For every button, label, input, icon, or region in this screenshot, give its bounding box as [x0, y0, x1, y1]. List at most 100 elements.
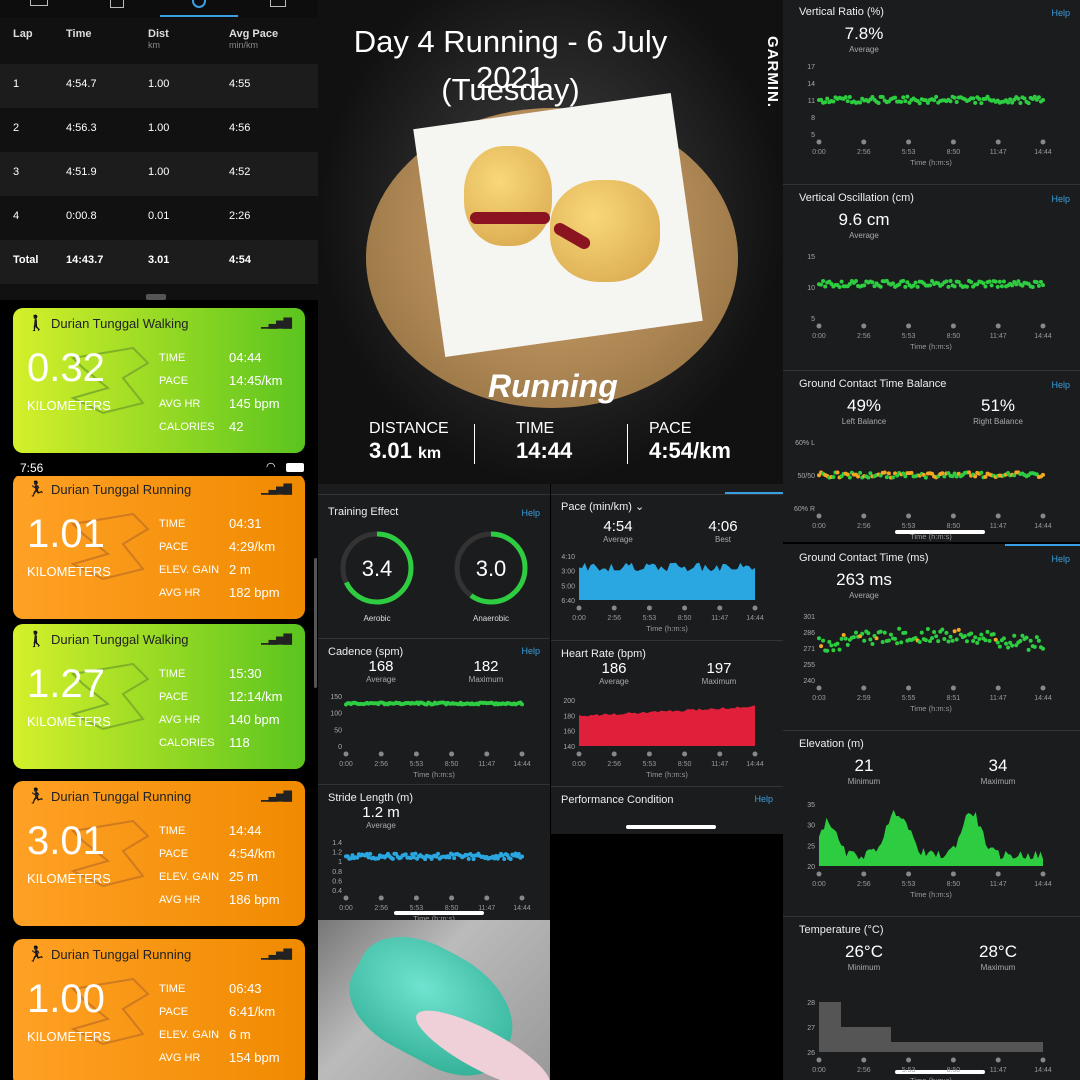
garmin-logo: GARMIN. [764, 36, 781, 108]
cadence-max-label: Maximum [468, 675, 504, 684]
walking-person-icon: 🚶 [27, 315, 46, 332]
help-link[interactable]: Help [1051, 380, 1070, 390]
route-path [70, 662, 150, 731]
stats-tab-icon[interactable] [110, 0, 124, 8]
data-point [348, 856, 353, 861]
x-tick-dot [646, 751, 652, 757]
laps-header-row: Lap Time Dist km Avg Pace min/km [0, 28, 318, 64]
data-point [895, 641, 900, 646]
left-balance: 49% [846, 396, 882, 415]
x-tick-label: 14:44 [746, 761, 764, 768]
chevron-down-icon[interactable]: ⌄ [634, 501, 645, 513]
data-point [999, 284, 1004, 289]
y-tick-label: 160 [563, 729, 575, 736]
stat-label: PACE [159, 375, 189, 387]
bar-chart-icon[interactable]: ▁▃▅▇ [261, 790, 292, 802]
card-title: Durian Tunggal Running [51, 789, 192, 804]
laps-table: Lap Time Dist km Avg Pace min/km 1 4:54.7 1.… [0, 0, 318, 300]
x-tick-label: 11:47 [711, 615, 728, 622]
running-activity-card[interactable]: 🏃 Durian Tunggal Running ▁▃▅▇ 3.01 KILOMETER… [13, 781, 305, 926]
x-tick-dot [1040, 513, 1046, 519]
x-tick-dot [752, 751, 758, 757]
data-point [962, 634, 967, 639]
data-point [408, 856, 413, 861]
y-tick-label: 17 [807, 64, 815, 71]
y-tick-label: 20 [807, 864, 815, 871]
temperature-min-label: Minimum [847, 963, 881, 972]
x-tick-label: 2:56 [857, 1067, 871, 1074]
gct-avg-label: Average [849, 591, 879, 600]
map-tab-icon[interactable] [270, 0, 286, 7]
y-tick-label: 50 [334, 727, 342, 734]
data-point [997, 279, 1002, 284]
elevation-panel: Elevation (m) 21 Minimum 34 Maximum 35 30… [783, 730, 1080, 916]
x-tick-dot [1040, 1057, 1046, 1063]
distance-unit: KILOMETERS [27, 871, 111, 886]
x-tick-label: 2:56 [857, 149, 871, 156]
x-tick-dot [950, 323, 956, 329]
help-link[interactable]: Help [1051, 8, 1070, 18]
route-map [70, 512, 150, 581]
data-point [944, 630, 949, 635]
stat-label: AVG HR [159, 714, 201, 726]
activity-cards-panel: 🚶 Durian Tunggal Walking ▁▃▅▇ 0.32 KILOMETER… [0, 300, 318, 1080]
lap-row: 4 0:00.8 0.01 2:26 [0, 196, 318, 240]
help-link[interactable]: Help [521, 646, 540, 656]
data-point [936, 639, 941, 644]
temperature-panel: Temperature (°C) 26°C Minimum 28°C Maxim… [783, 916, 1080, 1080]
pace-title[interactable]: Pace (min/km) ⌄ [561, 501, 645, 513]
data-point [825, 96, 830, 101]
vertical-ratio-panel: Vertical Ratio (%) Help 7.8% Average 17 1… [783, 0, 1080, 184]
bar-chart-icon[interactable]: ▁▃▅▇ [261, 948, 292, 960]
help-link[interactable]: Help [1051, 194, 1070, 204]
help-link[interactable]: Help [754, 794, 773, 804]
data-point [1041, 283, 1045, 288]
data-point [856, 474, 861, 479]
walking-activity-card[interactable]: 🚶 Durian Tunggal Walking ▁▃▅▇ 0.32 KILOMETER… [13, 308, 305, 453]
running-activity-card[interactable]: 🏃 Durian Tunggal Running ▁▃▅▇ 1.00 KILOMETER… [13, 939, 305, 1080]
overview-tab-icon[interactable] [30, 0, 48, 6]
bar-chart-icon[interactable]: ▁▃▅▇ [261, 317, 292, 329]
bar-chart-icon[interactable]: ▁▃▅▇ [261, 483, 292, 495]
y-tick-label: 0 [338, 744, 342, 751]
help-link[interactable]: Help [521, 508, 540, 518]
cadence-max: 182 [473, 658, 499, 675]
data-point [1006, 100, 1011, 105]
data-point [993, 279, 998, 284]
y-tick-label: 0.8 [332, 869, 342, 876]
scroll-indicator[interactable] [314, 558, 317, 688]
stat-value: 6 m [229, 1027, 251, 1042]
y-tick-label: 5 [811, 316, 815, 323]
stat-value: 154 bpm [229, 1050, 280, 1065]
y-tick-label: 25 [807, 843, 815, 850]
data-point [995, 640, 1000, 645]
data-point [870, 280, 875, 285]
data-point [913, 280, 918, 285]
data-point [899, 99, 904, 104]
data-point [876, 100, 881, 105]
laps-tab-icon[interactable] [192, 0, 206, 8]
laps-tab-underline [160, 15, 238, 17]
x-tick-dot [861, 1057, 867, 1063]
left-balance-label: Left Balance [841, 417, 887, 426]
data-point [907, 100, 912, 105]
aerobic-value: 3.4 [361, 556, 393, 581]
stat-value: 4:29/km [229, 539, 276, 554]
x-tick-dot [611, 605, 617, 611]
bar-chart-icon[interactable]: ▁▃▅▇ [261, 633, 292, 645]
x-tick-label: 5:53 [902, 1067, 916, 1074]
stat-value: 06:43 [229, 981, 262, 996]
stride-title: Stride Length (m) [328, 792, 413, 804]
data-point [847, 475, 852, 480]
running-activity-card[interactable]: 🏃 Durian Tunggal Running ▁▃▅▇ 1.01 KILOMETER… [13, 474, 305, 619]
x-tick-dot [378, 895, 384, 901]
walking-activity-card[interactable]: 🚶 Durian Tunggal Walking ▁▃▅▇ 1.27 KILOMETER… [13, 624, 305, 769]
data-point [823, 284, 828, 289]
x-tick-dot [717, 751, 723, 757]
help-link[interactable]: Help [1051, 554, 1070, 564]
jam-left [470, 212, 550, 224]
data-point [835, 470, 840, 475]
data-point [1026, 101, 1031, 106]
data-point [950, 638, 955, 643]
data-point [903, 284, 908, 289]
